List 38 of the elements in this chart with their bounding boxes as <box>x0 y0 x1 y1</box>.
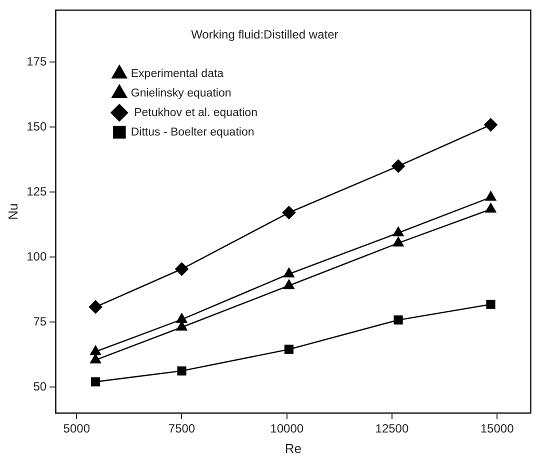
point <box>392 226 404 236</box>
point <box>176 313 188 323</box>
x-tick-label: 10000 <box>270 422 304 436</box>
point <box>175 262 188 276</box>
point <box>392 236 404 246</box>
x-tick-label: 7500 <box>168 422 196 436</box>
point <box>176 321 188 331</box>
point <box>282 206 296 220</box>
point <box>91 377 100 386</box>
y-tick-label: 175 <box>26 54 47 68</box>
point <box>485 191 496 201</box>
point <box>177 366 186 376</box>
y-tick-label: 125 <box>26 184 47 198</box>
point <box>90 354 101 364</box>
y-tick-label: 150 <box>26 119 47 134</box>
point <box>284 268 294 278</box>
x-axis-title: Re <box>284 440 302 456</box>
y-tick-label: 100 <box>26 249 47 264</box>
legend-label: Gnielinsky equation <box>130 87 232 100</box>
legend-label: Petukhov et al. equation <box>130 106 258 119</box>
legend-label: Experimental data <box>130 68 224 80</box>
text: Working fluid:Distilled water <box>191 28 338 42</box>
x-tick-label: 12500 <box>375 422 409 436</box>
point <box>485 203 496 213</box>
y-tick-label: 50 <box>33 379 47 394</box>
point <box>392 159 405 173</box>
x-tick-label: 5000 <box>63 422 90 436</box>
point <box>284 280 294 290</box>
x-tick-label: 15000 <box>480 422 514 436</box>
y-tick-label: 75 <box>33 314 47 328</box>
point <box>284 344 294 354</box>
point <box>90 346 101 356</box>
point <box>88 300 102 314</box>
point <box>486 300 496 309</box>
legend-label: Dittus - Boelter equation <box>130 126 254 138</box>
y-axis-title: Nu <box>5 203 20 220</box>
point <box>394 315 403 325</box>
point <box>484 118 498 132</box>
